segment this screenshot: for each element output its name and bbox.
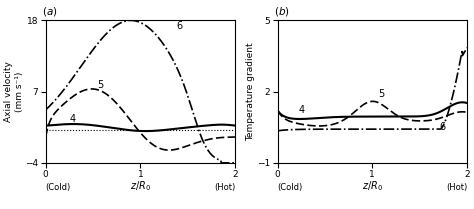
Text: (Hot): (Hot) (446, 183, 467, 192)
Text: $(b)$: $(b)$ (274, 5, 290, 18)
Y-axis label: Temperature gradient: Temperature gradient (246, 42, 255, 141)
Text: 6: 6 (439, 122, 446, 133)
Y-axis label: Axial velocity
(mm s⁻¹): Axial velocity (mm s⁻¹) (4, 61, 24, 122)
X-axis label: $z/R_0$: $z/R_0$ (362, 180, 383, 193)
Text: 4: 4 (298, 105, 304, 115)
Text: 6: 6 (176, 20, 182, 31)
Text: 5: 5 (98, 80, 104, 90)
Text: 4: 4 (69, 114, 75, 124)
Text: $(a)$: $(a)$ (42, 5, 57, 18)
Text: (Cold): (Cold) (278, 183, 303, 192)
Text: (Cold): (Cold) (46, 183, 71, 192)
X-axis label: $z/R_0$: $z/R_0$ (130, 180, 151, 193)
Text: (Hot): (Hot) (214, 183, 235, 192)
Text: 5: 5 (379, 89, 385, 99)
